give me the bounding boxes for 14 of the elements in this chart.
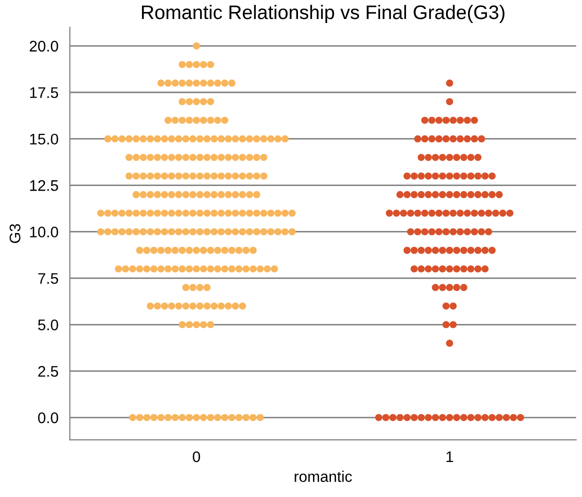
y-tick-label: 12.5 <box>30 180 58 191</box>
x-axis-title: romantic <box>294 470 352 482</box>
y-tick-label: 5.0 <box>38 320 58 330</box>
y-tick-label: 2.5 <box>38 366 58 377</box>
y-axis-title: G3 <box>10 224 20 244</box>
y-tick-label: 0.0 <box>38 412 58 424</box>
x-tick-label: 0 <box>192 451 200 462</box>
y-tick-label: 7.5 <box>38 273 58 284</box>
y-tick-label: 10.0 <box>30 226 58 238</box>
y-tick-label: 15.0 <box>30 134 58 145</box>
x-tick-label: 1 <box>446 452 454 462</box>
chart-title: Romantic Relationship vs Final Grade(G3) <box>142 4 504 24</box>
y-tick-label: 20.0 <box>30 40 58 52</box>
y-tick-label: 17.5 <box>30 87 58 98</box>
